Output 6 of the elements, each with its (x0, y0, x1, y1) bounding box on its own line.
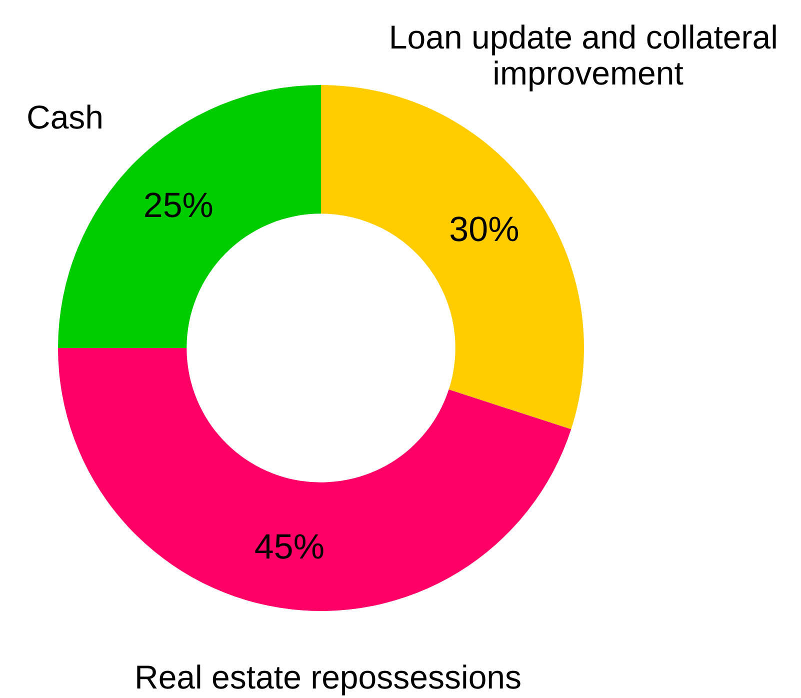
slice-label: Cash (26, 98, 104, 136)
slice-label: Loan update and collateral improvement (388, 18, 788, 92)
data-label: 25% (143, 186, 214, 225)
slice-label: Real estate repossessions (134, 658, 522, 696)
data-label: 30% (449, 210, 520, 249)
data-label: 45% (254, 528, 324, 567)
